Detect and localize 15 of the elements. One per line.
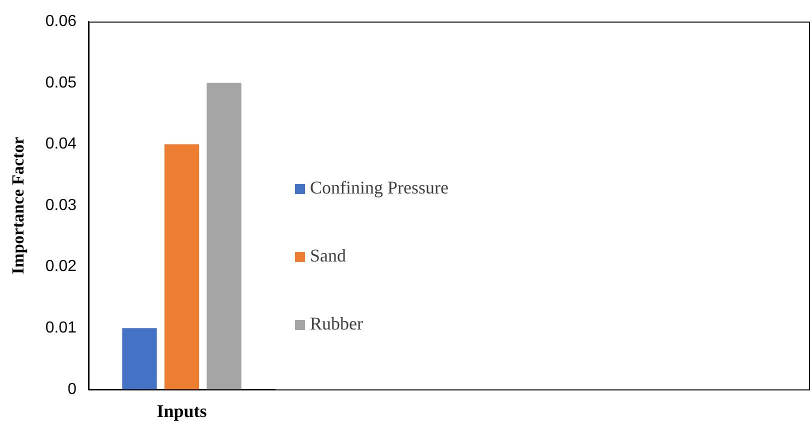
y-axis-title: Importance Factor: [8, 136, 28, 274]
bar: [164, 144, 200, 390]
y-tick-label: 0.04: [45, 136, 77, 153]
legend-label: Confining Pressure: [310, 178, 448, 198]
bar: [122, 328, 157, 390]
y-tick-label: 0.03: [45, 196, 77, 214]
legend-label: Sand: [310, 246, 346, 266]
y-tick-label: 0.05: [45, 74, 77, 92]
bar: [206, 82, 242, 390]
y-tick-label: 0.01: [45, 320, 77, 337]
y-tick-label: 0.02: [45, 258, 77, 276]
legend-label: Rubber: [310, 314, 363, 334]
y-tick-label: 0.06: [45, 13, 77, 30]
y-tick-label: 0: [68, 380, 77, 398]
x-tick-label: Inputs: [156, 400, 207, 421]
